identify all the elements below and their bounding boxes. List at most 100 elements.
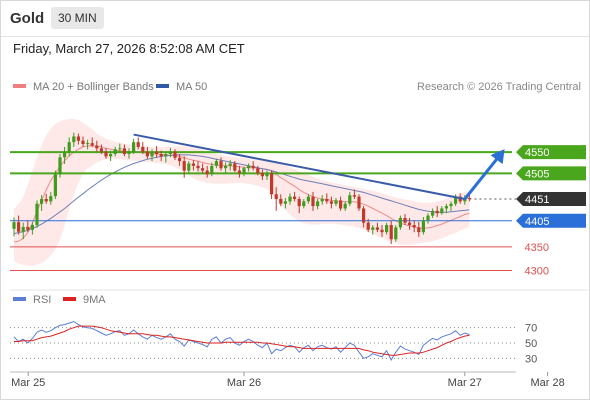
time-label-1: Mar 26 xyxy=(227,377,261,389)
ma50-line xyxy=(13,154,470,235)
trendline-0 xyxy=(133,133,465,200)
candle-body xyxy=(421,220,425,233)
credit-text: Research © 2026 Trading Central xyxy=(417,81,581,93)
rsi-level-label-50: 50 xyxy=(525,338,537,350)
chart-datetime: Friday, March 27, 2026 8:52:08 AM CET xyxy=(13,41,245,56)
ma20-line xyxy=(13,145,470,243)
candle-body xyxy=(224,165,228,169)
candle-body xyxy=(343,203,347,209)
level-tag-4451 xyxy=(516,192,586,206)
candle-body xyxy=(316,201,320,207)
candle-body xyxy=(122,148,126,154)
candle-body xyxy=(352,195,356,197)
legend-label-1: MA 50 xyxy=(176,81,207,93)
time-label-0: Mar 25 xyxy=(11,377,45,389)
candle-body xyxy=(311,196,315,207)
candle-body xyxy=(348,195,352,204)
candle-body xyxy=(141,146,145,152)
candle-body xyxy=(168,151,172,154)
candle-body xyxy=(155,151,159,154)
rsi-level-label-70: 70 xyxy=(525,323,537,335)
candle-body xyxy=(40,199,44,204)
rsi-legend-swatch-1 xyxy=(63,297,76,301)
candle-body xyxy=(219,161,223,169)
legend-swatch-1 xyxy=(156,84,169,88)
candle-body xyxy=(99,148,103,152)
candle-body xyxy=(357,196,361,209)
candle-body xyxy=(76,136,80,141)
legend-label-0: MA 20 + Bollinger Bands xyxy=(33,81,154,93)
candle-body xyxy=(380,229,384,233)
candle-body xyxy=(113,149,117,154)
candle-body xyxy=(150,151,154,157)
candle-body xyxy=(260,172,264,177)
candle-body xyxy=(81,140,85,145)
candle-body xyxy=(44,199,48,202)
candle-body xyxy=(366,222,370,230)
candle-body xyxy=(431,210,435,216)
forecast-arrow-head xyxy=(490,149,505,165)
candle-body xyxy=(228,163,232,166)
candle-body xyxy=(417,227,421,233)
rsi-line xyxy=(13,320,470,361)
candle-body xyxy=(403,217,407,223)
candle-body xyxy=(297,199,301,207)
candle-body xyxy=(435,210,439,214)
timeframe-button[interactable]: 30 MIN xyxy=(51,7,104,29)
rsi-legend-label-0: RSI xyxy=(33,294,51,306)
candle-body xyxy=(270,173,274,195)
candle-body xyxy=(283,201,287,204)
candle-body xyxy=(242,168,246,173)
candle-body xyxy=(214,161,218,166)
candle-body xyxy=(205,170,209,175)
rsi-level-label-30: 30 xyxy=(525,353,537,365)
level-label-4300: 4300 xyxy=(525,266,549,278)
level-label-4405: 4405 xyxy=(525,216,549,228)
candle-body xyxy=(63,151,67,158)
candle-body xyxy=(237,170,241,173)
candle-body xyxy=(251,165,255,169)
candle-body xyxy=(53,174,57,197)
candle-body xyxy=(136,142,140,147)
legend-swatch-0 xyxy=(13,84,26,88)
candle-body xyxy=(375,227,379,230)
time-label-3: Mar 28 xyxy=(530,377,564,389)
candle-body xyxy=(334,200,338,204)
candle-body xyxy=(398,217,402,228)
candle-body xyxy=(408,222,412,226)
candle-body xyxy=(426,215,430,221)
candle-body xyxy=(182,161,186,171)
candles-group xyxy=(12,132,471,244)
candle-body xyxy=(58,157,62,175)
candle-body xyxy=(265,173,269,177)
candle-body xyxy=(389,225,393,240)
candle-body xyxy=(362,208,366,223)
candle-body xyxy=(173,151,177,158)
candle-body xyxy=(35,203,39,226)
candle-body xyxy=(444,206,448,209)
candle-body xyxy=(279,199,283,204)
candle-body xyxy=(95,145,99,149)
level-tag-4550 xyxy=(516,145,586,160)
level-label-4451: 4451 xyxy=(525,194,549,206)
candle-body xyxy=(191,163,195,166)
candle-body xyxy=(67,142,71,152)
rsi-legend-swatch-0 xyxy=(13,297,26,301)
bollinger-band xyxy=(14,118,470,266)
forecast-arrow-shaft xyxy=(463,157,499,200)
candle-body xyxy=(86,143,90,145)
candle-body xyxy=(329,201,333,204)
candle-body xyxy=(467,198,471,200)
candle-body xyxy=(201,168,205,171)
candle-body xyxy=(339,200,343,209)
level-tag-4405 xyxy=(516,213,586,228)
candle-body xyxy=(104,151,108,157)
instrument-title: Gold xyxy=(10,10,45,27)
level-label-4505: 4505 xyxy=(525,168,549,180)
candle-body xyxy=(440,208,444,214)
candle-body xyxy=(274,194,278,199)
rsi-ma-line xyxy=(14,325,470,356)
candle-body xyxy=(256,168,260,173)
level-label-4350: 4350 xyxy=(525,242,549,254)
candle-body xyxy=(49,196,53,202)
